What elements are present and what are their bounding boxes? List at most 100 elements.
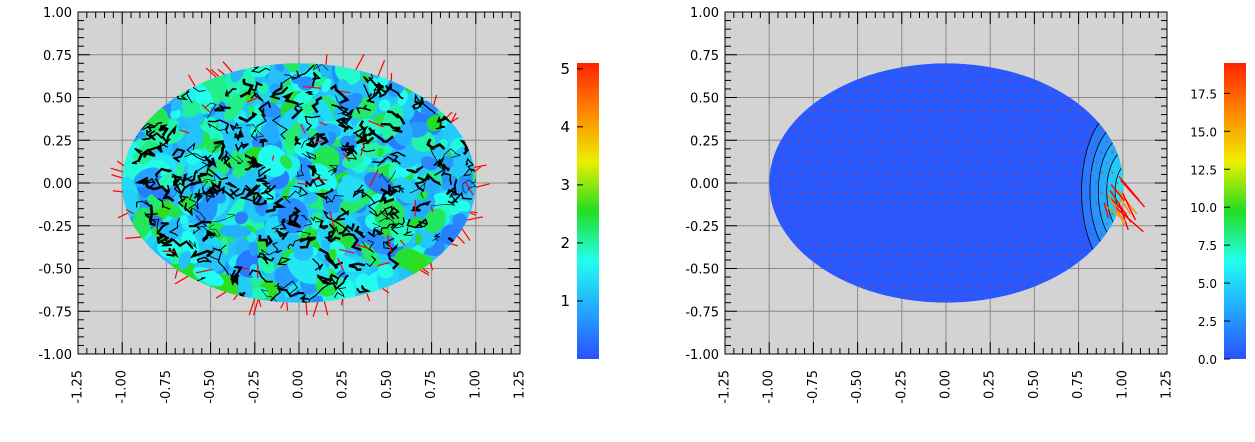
panel1-vector-dot	[1053, 264, 1055, 266]
panel1-vector-dot	[968, 203, 970, 205]
panel1-vector-dot	[809, 162, 811, 164]
panel1-vector-dot	[889, 274, 891, 276]
panel1-vector-dot	[825, 233, 827, 235]
panel1-vector-dot	[809, 141, 811, 143]
panel1-vector-dot	[862, 182, 864, 184]
panel1-vector-dot	[793, 151, 795, 153]
panel1-y-tick-label: -0.25	[685, 220, 719, 235]
panel1-x-tick-label: 1.00	[1115, 370, 1130, 399]
panel1-vector-dot	[857, 274, 859, 276]
panel1-vector-dot	[899, 90, 901, 92]
panel1-vector-dot	[873, 100, 875, 102]
panel1-vector-dot	[995, 274, 997, 276]
panel1-vector-dot	[889, 151, 891, 153]
panel1-vector-dot	[894, 121, 896, 123]
panel1-vector-dot	[889, 110, 891, 112]
panel1-vector-dot	[920, 192, 922, 194]
panel1-vector-dot	[836, 233, 838, 235]
panel1-vector-dot	[1101, 233, 1103, 235]
panel1-vector-dot	[841, 203, 843, 205]
panel1-vector-dot	[899, 274, 901, 276]
panel1-vector-dot	[867, 151, 869, 153]
panel1-vector-dot	[936, 80, 938, 82]
panel1-vector-dot	[873, 264, 875, 266]
panel1-vector-dot	[830, 141, 832, 143]
panel1-vector-dot	[862, 285, 864, 287]
panel1-vector-dot	[889, 131, 891, 133]
panel1-vector-dot	[846, 274, 848, 276]
panel1-vector-dot	[1090, 151, 1092, 153]
panel1-vector-dot	[804, 233, 806, 235]
panel1-vector-dot	[963, 172, 965, 174]
panel1-vector-dot	[857, 254, 859, 256]
panel1-vector-dot	[1069, 131, 1071, 133]
panel1-y-tick-label: -0.75	[685, 305, 719, 320]
panel1-vector-dot	[1080, 254, 1082, 256]
panel1-vector-dot	[1085, 203, 1087, 205]
panel1-vector-dot	[931, 110, 933, 112]
panel1-vector-dot	[1090, 131, 1092, 133]
panel1-vector-dot	[1080, 131, 1082, 133]
panel1-vector-dot	[899, 295, 901, 297]
panel1-vector-dot	[1021, 203, 1023, 205]
panel1-vector-dot	[931, 172, 933, 174]
panel1-y-tick-label: 1.00	[690, 6, 719, 21]
panel1-vector-dot	[1037, 192, 1039, 194]
panel1-vector-dot	[920, 295, 922, 297]
panel1-vector-dot	[936, 203, 938, 205]
panel0-colorbar-tick-label: 3	[560, 176, 570, 194]
panel1-vector-dot	[968, 244, 970, 246]
panel1-vector-dot	[1101, 131, 1103, 133]
panel1-vector-dot	[936, 162, 938, 164]
panel1-vector-dot	[1101, 192, 1103, 194]
panel1-vector-dot	[873, 244, 875, 246]
panel1-vector-dot	[910, 110, 912, 112]
panel1-vector-dot	[814, 213, 816, 215]
panel1-vector-dot	[958, 182, 960, 184]
panel1-vector-dot	[920, 151, 922, 153]
panel1-vector-dot	[995, 233, 997, 235]
panel1-vector-dot	[915, 80, 917, 82]
panel1-vector-dot	[782, 192, 784, 194]
panel1-vector-dot	[984, 131, 986, 133]
panel1-vector-dot	[942, 151, 944, 153]
panel1-vector-dot	[936, 182, 938, 184]
panel0-x-tick-label: -1.25	[71, 370, 86, 404]
panel1-vector-dot	[883, 203, 885, 205]
panel1-vector-dot	[820, 182, 822, 184]
panel1-vector-dot	[1000, 223, 1002, 225]
panel1-vector-dot	[1058, 213, 1060, 215]
panel1-x-tick-label: -0.50	[850, 370, 865, 404]
panel1-vector-dot	[804, 131, 806, 133]
panel1-vector-dot	[1026, 274, 1028, 276]
panel1-vector-dot	[798, 121, 800, 123]
panel1-vector-dot	[1074, 203, 1076, 205]
panel1-y-tick-label: 0.00	[690, 177, 719, 192]
panel1-vector-dot	[979, 182, 981, 184]
panel1-vector-dot	[973, 295, 975, 297]
panel1-vector-dot	[1032, 203, 1034, 205]
panel1-vector-dot	[889, 213, 891, 215]
panel1-vector-dot	[1000, 121, 1002, 123]
panel1-vector-dot	[920, 110, 922, 112]
panel1-vector-dot	[947, 121, 949, 123]
panel1-colorbar	[1224, 63, 1246, 359]
panel1-vector-dot	[984, 110, 986, 112]
panel1-vector-dot	[1058, 110, 1060, 112]
panel0-x-tick-label: 0.75	[424, 370, 439, 399]
panel1-vector-dot	[798, 162, 800, 164]
panel0-colorbar-tick-label: 1	[560, 292, 570, 310]
panel1-vector-dot	[857, 213, 859, 215]
panel1-vector-dot	[931, 90, 933, 92]
panel1-vector-dot	[973, 131, 975, 133]
panel1-vector-dot	[989, 141, 991, 143]
panel1-vector-dot	[1101, 151, 1103, 153]
panel1-vector-dot	[973, 110, 975, 112]
panel1-vector-dot	[899, 192, 901, 194]
panel1-vector-dot	[1085, 223, 1087, 225]
panel1-vector-dot	[1069, 254, 1071, 256]
panel1-vector-dot	[1016, 172, 1018, 174]
panel1-vector-dot	[915, 162, 917, 164]
